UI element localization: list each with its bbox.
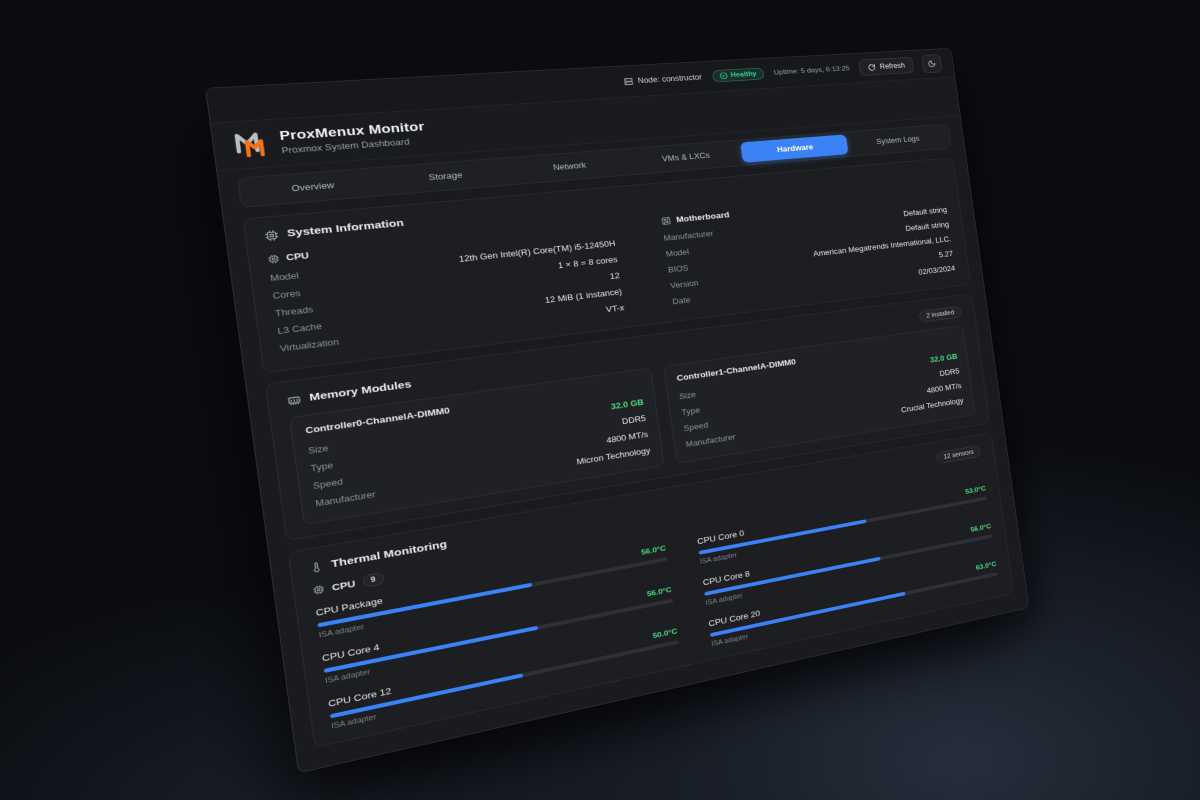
thermal-group-label: CPU: [331, 578, 356, 593]
dimm-size-value: 32.0 GB: [610, 397, 645, 412]
tab-storage[interactable]: Storage: [428, 170, 463, 183]
cpu-icon: [312, 584, 325, 596]
cpu-subheader: CPU: [285, 250, 310, 263]
section-title: System Information: [286, 217, 405, 240]
section-title: Memory Modules: [308, 378, 413, 404]
check-circle-icon: [719, 72, 728, 80]
brand-text: ProxMenux Monitor Proxmox System Dashboa…: [279, 120, 427, 156]
refresh-button[interactable]: Refresh: [858, 56, 915, 76]
installed-count-badge: 2 installed: [918, 305, 962, 323]
temp-value: 56.0°C: [640, 544, 667, 557]
server-icon: [623, 77, 633, 85]
tab-system-logs[interactable]: System Logs: [875, 134, 920, 146]
proxmenux-logo: [231, 128, 272, 160]
tab-vms-lxcs[interactable]: VMs & LXCs: [661, 151, 711, 164]
memory-icon: [286, 393, 302, 406]
chip-icon: [264, 229, 280, 242]
motherboard-icon: [661, 216, 672, 225]
theme-toggle-button[interactable]: [921, 54, 943, 74]
temp-value: 50.0°C: [652, 627, 678, 641]
health-status-badge: Healthy: [711, 67, 765, 83]
tab-network[interactable]: Network: [552, 160, 587, 173]
page-content: System Information CPU Model 12th Gen Int…: [224, 156, 1028, 767]
tab-hardware[interactable]: Hardware: [740, 134, 849, 163]
motherboard-subheader: Motherboard: [675, 209, 730, 225]
node-indicator: Node: constructor: [623, 73, 702, 86]
cpu-icon: [267, 253, 280, 264]
tab-overview[interactable]: Overview: [291, 180, 335, 194]
refresh-label: Refresh: [879, 61, 906, 71]
dimm-size-value: 32.0 GB: [929, 352, 958, 365]
motherboard-info-column: Motherboard Manufacturer Default string M…: [661, 189, 956, 310]
sensor-grid: CPU Package 56.0°C ISA adapter CPU Core 0…: [315, 483, 999, 731]
dashboard-window: Node: constructor Healthy Uptime: 5 days…: [205, 47, 1030, 774]
sensors-count-badge: 12 sensors: [935, 445, 982, 465]
temp-value: 53.0°C: [964, 485, 987, 496]
temp-value: 63.0°C: [975, 560, 997, 572]
uptime-label: Uptime: 5 days, 6:13:25: [773, 64, 851, 77]
health-status-label: Healthy: [730, 70, 758, 79]
refresh-icon: [867, 63, 876, 71]
cpu-info-column: CPU Model 12th Gen Intel(R) Core(TM) i5-1…: [267, 221, 625, 358]
temp-value: 56.0°C: [646, 586, 673, 599]
moon-icon: [927, 60, 936, 68]
node-label: Node: constructor: [637, 72, 703, 86]
thermal-group-count: 9: [361, 572, 385, 588]
thermometer-icon: [309, 561, 324, 574]
temp-value: 56.0°C: [970, 522, 992, 534]
